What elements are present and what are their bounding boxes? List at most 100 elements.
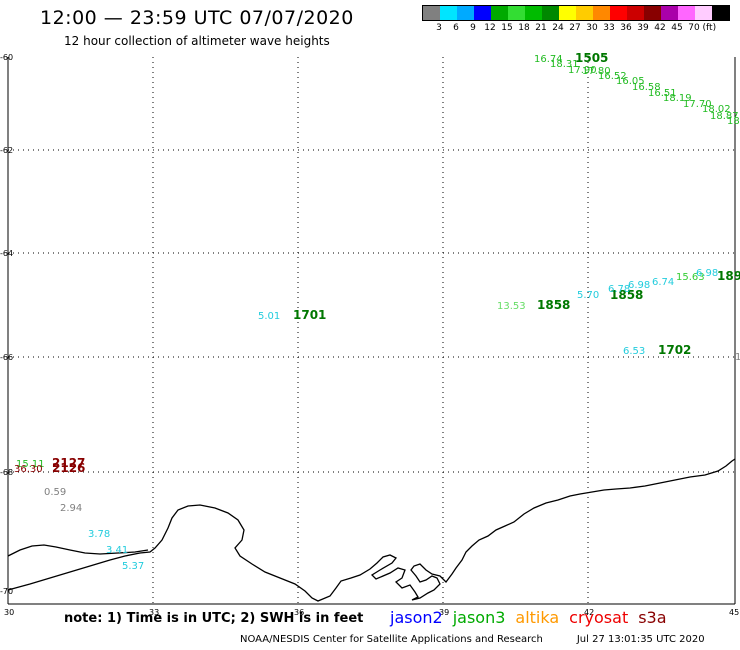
legend-swatch xyxy=(508,6,525,20)
wave-height-label: 6.53 xyxy=(623,346,645,357)
wave-height-label: 18.02 xyxy=(702,104,731,115)
legend-label: 3 xyxy=(436,23,442,33)
wave-height-label: 16.05 xyxy=(616,76,645,87)
legend-swatch xyxy=(610,6,627,20)
wave-height-label: 2.94 xyxy=(60,503,82,514)
wave-height-observations: 16.74 150518.3117.9017.8016.5216.0516.581… xyxy=(14,51,740,572)
wave-height-label: 5.01 xyxy=(258,311,280,322)
latitude-label: -60 xyxy=(0,53,13,62)
wave-height-label: 6.98 xyxy=(628,280,650,291)
wave-height-label: 18.19 xyxy=(663,93,692,104)
wave-height-label: 36.30 xyxy=(14,464,43,475)
longitude-label: 33 xyxy=(149,608,159,617)
longitude-label: 36 xyxy=(294,608,304,617)
wave-height-label: 17.80 xyxy=(582,66,611,77)
latitude-label: -70 xyxy=(0,587,13,596)
antarctic-coastline xyxy=(7,458,736,602)
satellite-jason2: jason2 xyxy=(390,608,443,627)
legend-swatch xyxy=(576,6,593,20)
legend-swatch xyxy=(644,6,661,20)
wave-height-label: 3.41 xyxy=(106,545,128,556)
map-frame xyxy=(7,57,736,605)
wave-height-label: 18.87 xyxy=(710,111,739,122)
latitude-labels: -60 -62 -64 -66 -68 -70 xyxy=(0,53,13,596)
pass-time-label: 2127 xyxy=(52,456,85,470)
page-title: 12:00 — 23:59 UTC 07/07/2020 xyxy=(40,7,354,29)
legend-swatch xyxy=(559,6,576,20)
wave-height-label: 16.74 xyxy=(534,54,563,65)
legend-label: 12 xyxy=(484,23,496,33)
legend-swatch xyxy=(525,6,542,20)
legend-swatch xyxy=(712,6,729,20)
legend-swatch xyxy=(593,6,610,20)
wave-height-label: 3.78 xyxy=(88,529,110,540)
wave-height-label: 15.63 xyxy=(676,272,705,283)
wave-height-label: 6.78 xyxy=(608,284,630,295)
pass-time-label: 1858 xyxy=(610,288,643,302)
legend-swatch xyxy=(440,6,457,20)
wave-height-label: 6.98 xyxy=(696,268,718,279)
legend-label: 27 xyxy=(569,23,581,33)
units-note: note: 1) Time is in UTC; 2) SWH is in fe… xyxy=(64,611,364,626)
legend-label: 36 xyxy=(620,23,632,33)
wave-height-label: 6.74 xyxy=(652,277,674,288)
footer: NOAA/NESDIS Center for Satellite Applica… xyxy=(240,634,705,645)
legend-label: 18 xyxy=(518,23,530,33)
legend-swatch xyxy=(474,6,491,20)
generated-timestamp: Jul 27 13:01:35 UTC 2020 xyxy=(576,634,705,645)
wave-height-label: 5.70 xyxy=(577,290,599,301)
satellite-altika: altika xyxy=(515,608,560,627)
wave-height-label: 16.52 xyxy=(598,71,627,82)
satellite-cryosat: cryosat xyxy=(569,608,629,627)
legend-labels: 3 6 9 12 15 18 21 24 27 30 33 36 39 42 45 70 (ft) xyxy=(422,21,730,35)
legend-swatches xyxy=(422,5,730,21)
longitude-label: 30 xyxy=(4,608,14,617)
legend-label: 42 xyxy=(654,23,666,33)
legend-label: 45 xyxy=(671,23,683,33)
wave-height-label: 1 xyxy=(735,352,740,363)
legend-swatch xyxy=(695,6,712,20)
latitude-label: -68 xyxy=(0,468,13,477)
wave-height-label: 17.90 xyxy=(568,65,597,76)
wave-height-label: 13.53 xyxy=(497,301,526,312)
legend-label: 6 xyxy=(453,23,459,33)
legend-swatch xyxy=(661,6,678,20)
legend-label: (ft) xyxy=(702,23,717,33)
graticule-grid xyxy=(8,57,735,604)
wave-height-label: 15.11 xyxy=(16,459,45,470)
wave-height-label: 0.59 xyxy=(44,487,66,498)
legend-swatch xyxy=(457,6,474,20)
longitude-labels: 30 33 36 39 42 45 xyxy=(4,608,739,617)
wave-height-label: 16.58 xyxy=(632,82,661,93)
pass-time-label: 189 xyxy=(717,269,740,283)
color-legend: 3 6 9 12 15 18 21 24 27 30 33 36 39 42 45 70 (ft) xyxy=(422,5,730,35)
legend-label: 9 xyxy=(470,23,476,33)
legend-swatch xyxy=(627,6,644,20)
pass-time-label: 1701 xyxy=(293,308,326,322)
pass-time-label: 1702 xyxy=(658,343,691,357)
wave-height-label: 5.37 xyxy=(122,561,144,572)
legend-label: 30 xyxy=(586,23,598,33)
pass-time-label: 1858 xyxy=(537,298,570,312)
wave-height-label: 18.31 xyxy=(550,59,579,70)
satellite-jason3: jason3 xyxy=(452,608,506,627)
latitude-label: -66 xyxy=(0,353,13,362)
wave-height-label: 17.70 xyxy=(683,99,712,110)
pass-time-label: 2126 xyxy=(52,461,85,475)
satellite-key: jason2 jason3 altika cryosat s3a xyxy=(390,608,677,627)
coastline-inlet xyxy=(7,544,149,557)
legend-label: 15 xyxy=(501,23,513,33)
longitude-label: 45 xyxy=(729,608,739,617)
pass-time-label: 1505 xyxy=(575,51,608,65)
legend-swatch xyxy=(678,6,695,20)
legend-swatch xyxy=(542,6,559,20)
legend-label: 70 xyxy=(688,23,700,33)
credit-text: NOAA/NESDIS Center for Satellite Applica… xyxy=(240,634,543,645)
legend-label: 21 xyxy=(535,23,547,33)
longitude-label: 39 xyxy=(439,608,449,617)
legend-swatch xyxy=(423,6,440,20)
legend-label: 24 xyxy=(552,23,564,33)
longitude-label: 42 xyxy=(584,608,594,617)
latitude-label: -64 xyxy=(0,249,13,258)
